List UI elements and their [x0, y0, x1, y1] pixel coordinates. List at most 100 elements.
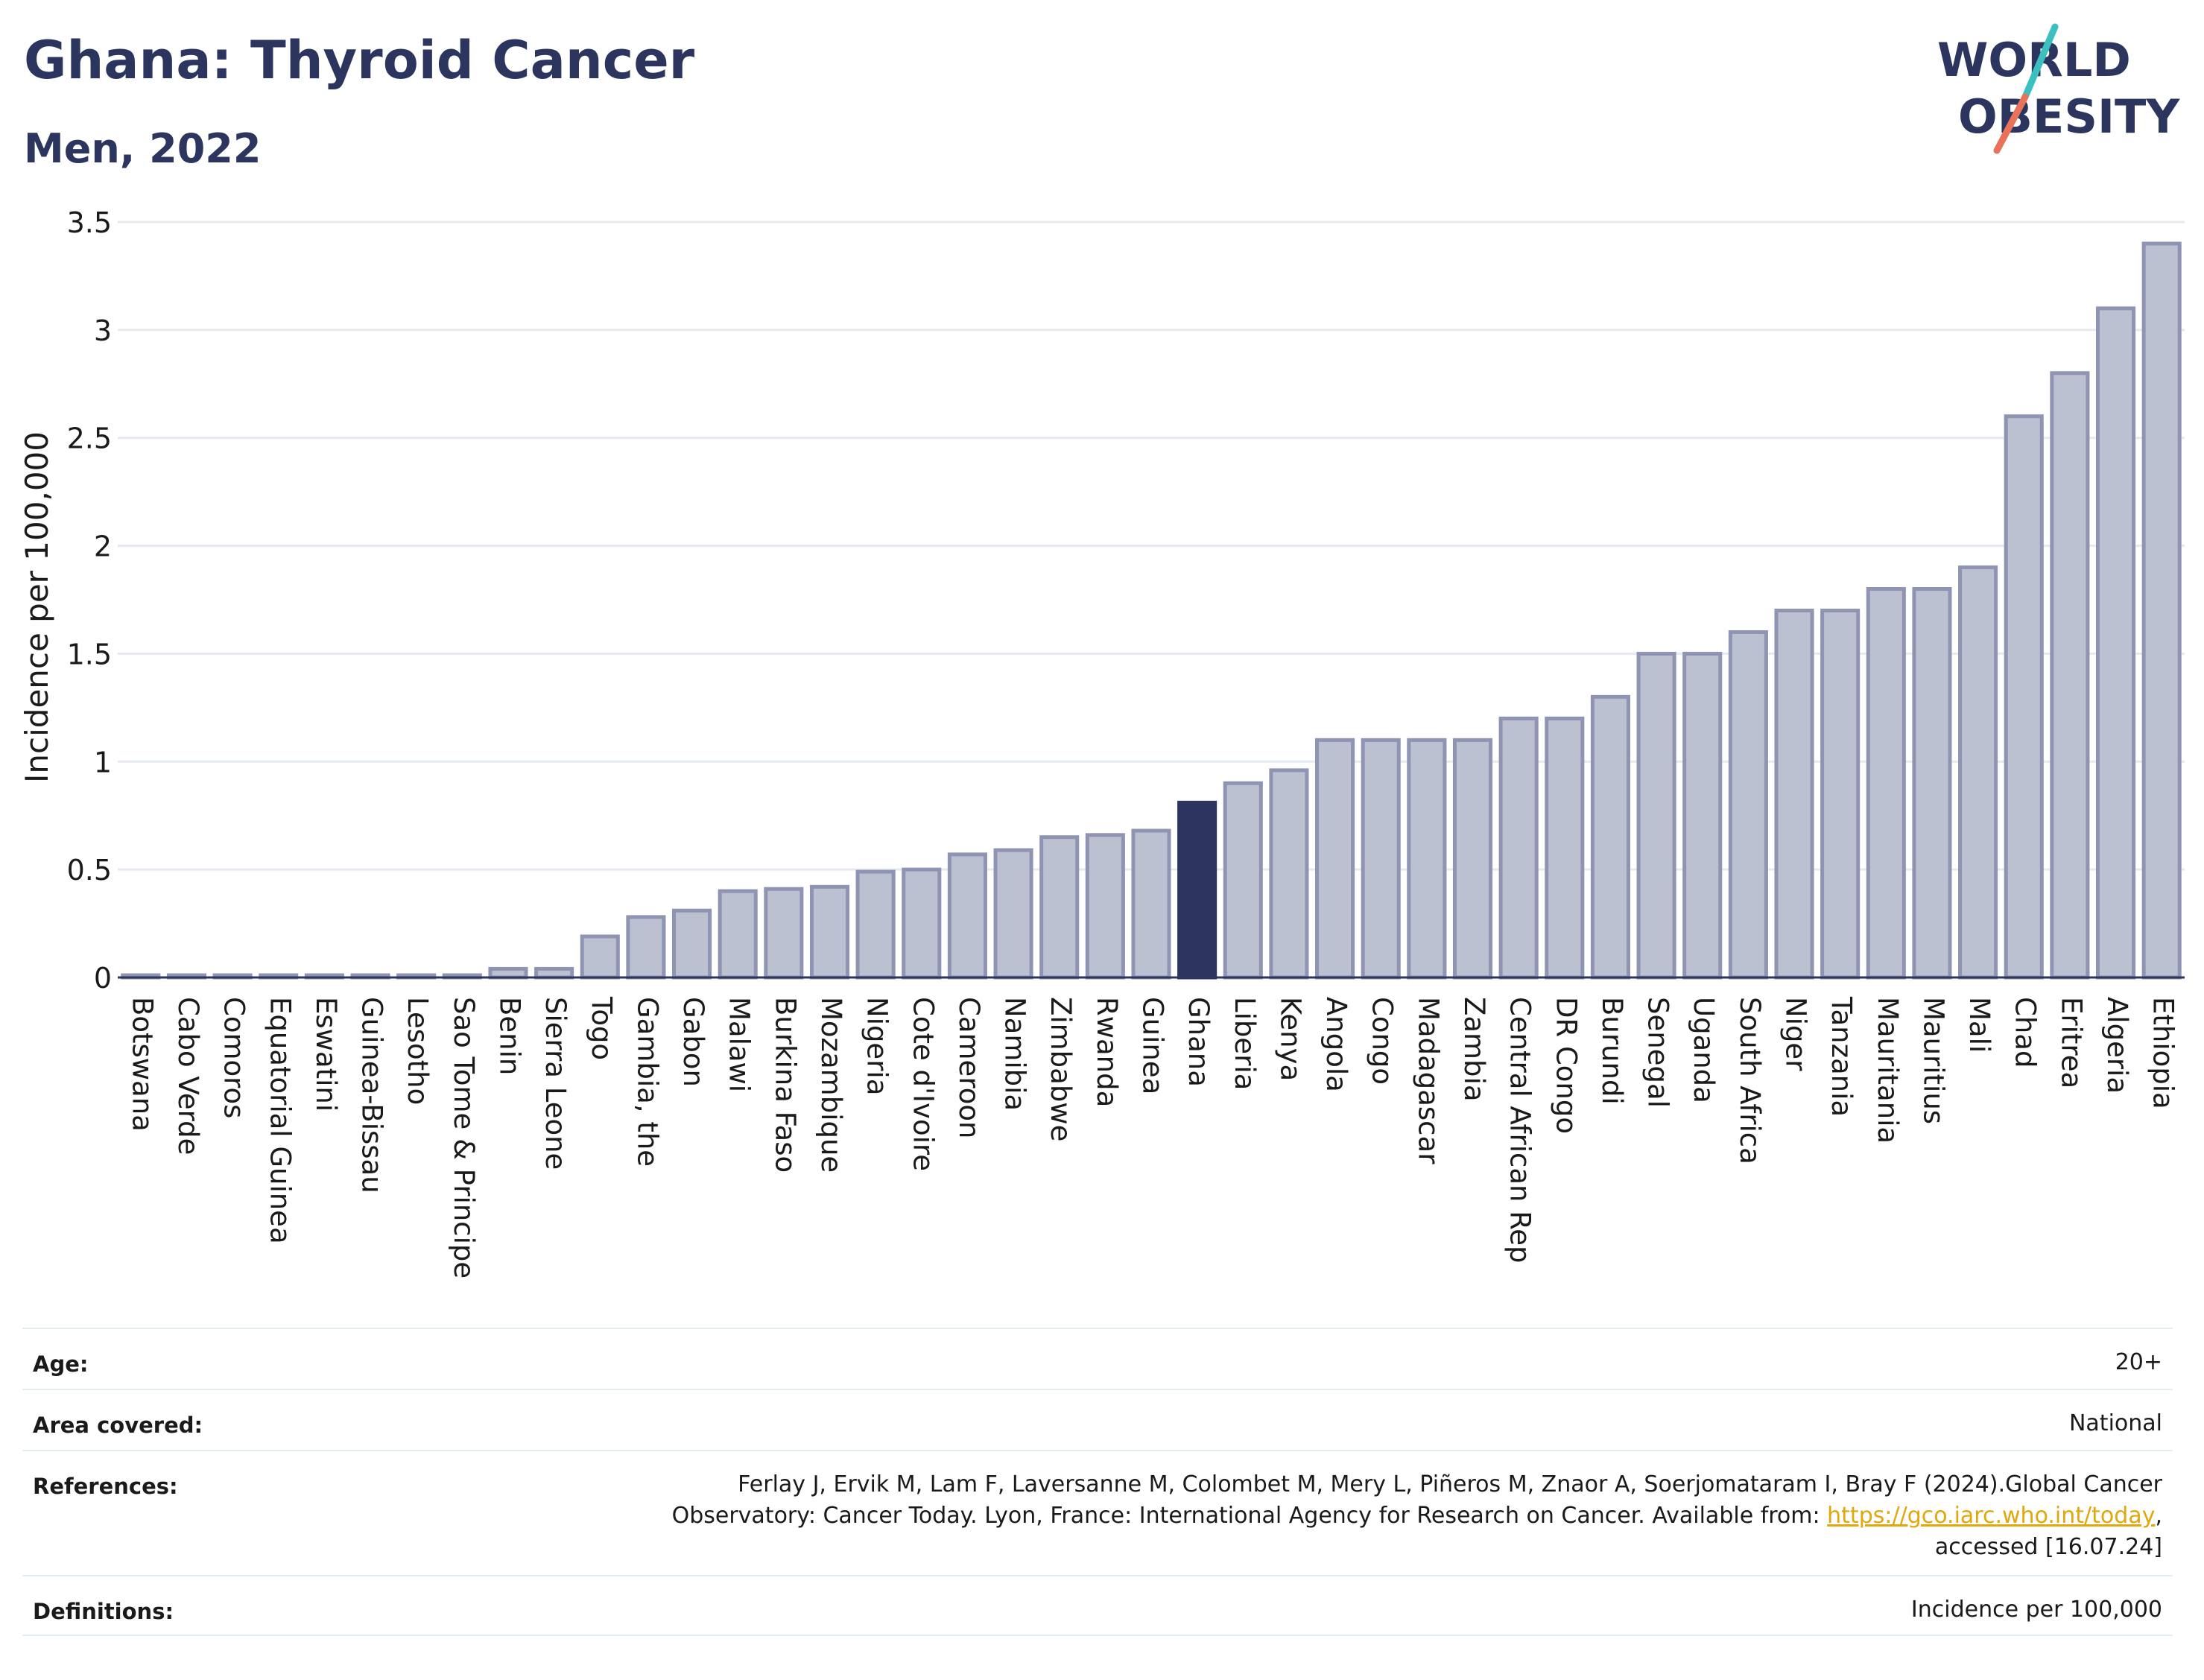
x-tick-label: Lesotho: [402, 997, 434, 1105]
x-tick-label: Equatorial Guinea: [264, 997, 296, 1244]
x-tick-label: Burundi: [1596, 997, 1628, 1105]
bar: [1682, 651, 1723, 980]
y-axis-label: Incidence per 100,000: [19, 431, 55, 783]
x-tick-label: Liberia: [1229, 997, 1261, 1090]
y-tick-label: 1.5: [67, 638, 112, 671]
bar: [672, 908, 712, 980]
references-line-3: accessed [16.07.24]: [1934, 1534, 2162, 1560]
x-tick-label: Uganda: [1688, 997, 1720, 1103]
definitions-label: Definitions:: [33, 1599, 174, 1624]
y-tick-label: 3.5: [67, 206, 112, 239]
bar-chart: 0 0.5 1 1.5 2 2.5 3 3.5 Botswana Cabo Verde Comor…: [19, 206, 2185, 1278]
references-line-2-suffix: ,: [2155, 1503, 2162, 1529]
x-tick-label: Botswana: [126, 997, 158, 1132]
x-tick-label: Ghana: [1182, 997, 1215, 1087]
bar: [1590, 694, 1630, 980]
definitions-value: Incidence per 100,000: [1910, 1597, 2162, 1623]
bar: [1269, 768, 1309, 980]
x-tick-label: Kenya: [1274, 997, 1306, 1081]
bar: [1452, 738, 1493, 980]
x-tick-label: Namibia: [999, 997, 1031, 1111]
x-tick-label: Mozambique: [815, 997, 847, 1173]
logo-slash-top: [2021, 23, 2059, 101]
bar: [1545, 716, 1585, 980]
x-tick-label: Burkina Faso: [769, 997, 801, 1173]
bar: [1498, 716, 1539, 980]
x-tick-label: Cameroon: [953, 997, 985, 1138]
y-tick-label: 0.5: [67, 854, 112, 887]
bars: [121, 241, 2182, 980]
bar: [902, 867, 942, 980]
bar: [2004, 414, 2044, 980]
info-row-definitions: Definitions: Incidence per 100,000: [22, 1575, 2173, 1636]
x-tick-label: Ethiopia: [2147, 997, 2179, 1109]
bar: [2050, 371, 2090, 980]
x-tick-label: Sao Tome & Principe: [448, 997, 480, 1278]
x-tick-label: Central African Rep: [1504, 997, 1536, 1264]
x-tick-label: Mali: [1963, 997, 1995, 1053]
references-line-1: Ferlay J, Ervik M, Lam F, Laversanne M, …: [738, 1471, 2162, 1497]
x-tick-label: Sierra Leone: [539, 997, 571, 1170]
x-tick-label: Senegal: [1642, 997, 1674, 1108]
bar: [1958, 565, 1998, 980]
bar: [1866, 587, 1906, 980]
x-tick-label: Cote d'Ivoire: [907, 997, 939, 1171]
references-link[interactable]: https://gco.iarc.who.int/today: [1827, 1503, 2156, 1529]
bar: [1085, 833, 1125, 980]
bar: [1039, 835, 1080, 980]
bar: [534, 966, 574, 980]
y-tick-label: 2.5: [67, 422, 112, 455]
bar: [1820, 608, 1861, 980]
x-tick-label: Madagascar: [1412, 997, 1444, 1164]
x-tick-label: Comoros: [218, 997, 250, 1118]
world-obesity-logo: WORLD OBESITY: [1937, 23, 2180, 154]
info-row-area: Area covered: National: [22, 1389, 2173, 1450]
bar: [1774, 608, 1814, 980]
bar: [1223, 781, 1263, 980]
bar: [488, 966, 528, 980]
logo-text-obesity: OBESITY: [1958, 89, 2180, 144]
x-tick-label: Algeria: [2101, 997, 2133, 1094]
x-tick-label: Benin: [493, 997, 525, 1075]
bar: [1131, 828, 1171, 980]
area-label: Area covered:: [33, 1413, 203, 1438]
x-axis-ticks: Botswana Cabo Verde Comoros Equatorial Guin…: [126, 996, 2179, 1278]
bar: [764, 887, 804, 980]
x-tick-label: Chad: [2010, 997, 2042, 1068]
bar: [1361, 738, 1401, 980]
age-label: Age:: [33, 1351, 89, 1377]
bar: [1636, 651, 1676, 980]
x-tick-label: Nigeria: [861, 997, 893, 1095]
x-tick-label: Togo: [586, 996, 618, 1060]
x-tick-label: Tanzania: [1825, 996, 1858, 1117]
y-axis-ticks: 0 0.5 1 1.5 2 2.5 3 3.5: [67, 206, 112, 995]
y-tick-label: 1: [94, 746, 112, 779]
x-tick-label: Guinea: [1137, 997, 1169, 1094]
logo-slash-bottom: [1993, 93, 2029, 154]
x-tick-label: Malawi: [723, 997, 756, 1092]
x-tick-label: Cabo Verde: [172, 997, 204, 1155]
bar: [626, 915, 666, 980]
x-tick-label: DR Congo: [1550, 997, 1582, 1134]
bar: [1912, 587, 1952, 980]
x-tick-label: Mauritius: [1917, 997, 1949, 1124]
x-tick-label: Gabon: [677, 997, 709, 1087]
bar: [809, 884, 850, 980]
area-value: National: [2068, 1410, 2162, 1436]
x-tick-label: Guinea-Bissau: [356, 997, 388, 1194]
y-tick-label: 0: [94, 962, 112, 995]
y-tick-label: 2: [94, 530, 112, 563]
x-tick-label: Eritrea: [2055, 997, 2087, 1088]
references-label: References:: [33, 1474, 178, 1499]
bar: [1177, 800, 1217, 980]
x-tick-label: Eswatini: [310, 997, 342, 1112]
x-tick-label: Angola: [1320, 997, 1352, 1092]
bar: [947, 852, 987, 980]
info-row-references: References: Ferlay J, Ervik M, Lam F, La…: [22, 1450, 2173, 1575]
bar: [718, 889, 758, 980]
references-line-2-prefix: Observatory: Cancer Today. Lyon, France:…: [671, 1503, 1828, 1529]
x-tick-label: South Africa: [1734, 997, 1766, 1164]
bar: [1407, 738, 1447, 980]
bar: [855, 869, 896, 980]
x-tick-label: Congo: [1367, 997, 1399, 1085]
